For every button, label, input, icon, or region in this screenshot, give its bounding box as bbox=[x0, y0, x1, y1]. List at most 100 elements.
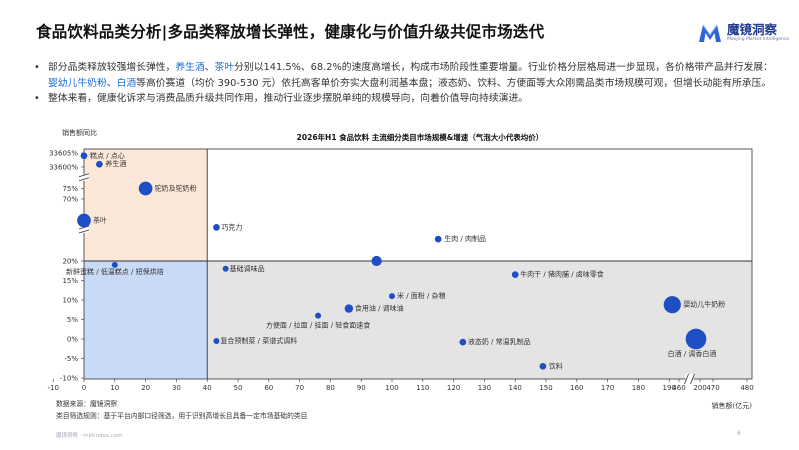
bullet-text: 整体来看，健康化诉求与消费品质升级共同作用，推动行业逐步摆脱单纯的规模导向，向着… bbox=[48, 93, 529, 104]
bubble-point bbox=[315, 312, 322, 319]
x-tick-label: 120 bbox=[447, 384, 460, 392]
y-axis-label: 销售额同比 bbox=[62, 128, 97, 137]
page-number: 6 bbox=[737, 430, 741, 437]
x-break-mark bbox=[684, 373, 689, 385]
highlight-text: 茶叶 bbox=[214, 62, 235, 73]
bubble-label: 基础调味品 bbox=[230, 264, 265, 273]
bubble-label: 米 / 面粉 / 杂粮 bbox=[397, 291, 446, 300]
y-tick-label: 15% bbox=[62, 277, 78, 285]
bubble-point bbox=[539, 362, 547, 370]
x-tick-label: -10 bbox=[47, 384, 58, 392]
y-tick-label: 0% bbox=[67, 336, 78, 344]
y-tick-label: 70% bbox=[62, 196, 78, 204]
bubble-point bbox=[77, 213, 91, 228]
brand-logo: 魔镜洞察 Moojing Market Intelligence bbox=[697, 22, 789, 44]
plot-frame bbox=[83, 148, 753, 380]
bubble-point bbox=[213, 337, 220, 344]
bubble-point bbox=[371, 255, 382, 267]
x-tick-label: 30 bbox=[172, 384, 181, 392]
bubble-point bbox=[222, 265, 229, 272]
y-break-mark bbox=[78, 229, 90, 234]
y-tick-label: -10% bbox=[60, 375, 78, 383]
x-tick-label: 90 bbox=[357, 384, 366, 392]
bubble-point bbox=[96, 160, 103, 168]
x-tick-label: 100 bbox=[385, 384, 398, 392]
x-tick-label: 140 bbox=[509, 384, 522, 392]
bubble-point bbox=[80, 152, 88, 160]
bubble-point bbox=[511, 271, 519, 278]
bubble-point bbox=[138, 181, 153, 196]
x-tick-label: 180 bbox=[632, 384, 645, 392]
y-break-mark bbox=[78, 177, 90, 182]
data-source: 数据来源：魔镜洞察 bbox=[56, 400, 118, 408]
x-break-mark bbox=[690, 373, 695, 385]
x-tick-label: 170 bbox=[601, 384, 614, 392]
y-tick-label: 20% bbox=[62, 258, 78, 266]
bubble-label: 饮料 bbox=[549, 361, 563, 370]
x-tick-label: 150 bbox=[539, 384, 552, 392]
bullet-text: 等高价赛道（均价 390-530 元）依托高客单价夯实大盘利润基本盘；液态奶、饮… bbox=[136, 77, 772, 89]
x-axis-label: 销售额(亿元) bbox=[712, 401, 753, 410]
bullet-text: 部分品类释放较强增长弹性， bbox=[48, 62, 176, 73]
y-tick-label: 10% bbox=[62, 297, 78, 305]
bubble-label: 生肉 / 肉制品 bbox=[444, 234, 486, 243]
x-tick-label: 50 bbox=[234, 384, 243, 392]
bubble-label: 驼奶及驼奶粉 bbox=[155, 184, 197, 193]
x-break-gap bbox=[685, 374, 694, 384]
bullet-2: 整体来看，健康化诉求与消费品质升级共同作用，推动行业逐步摆脱单纯的规模导向，向着… bbox=[16, 91, 776, 107]
bubble-point bbox=[434, 235, 442, 243]
y-tick-label: -5% bbox=[64, 355, 78, 363]
bullet-1: 部分品类释放较强增长弹性，养生酒、茶叶分别以141.5%、68.2%的速度高增长… bbox=[16, 60, 776, 91]
bubble-label: 糕点 / 点心 bbox=[90, 151, 125, 160]
x-tick-label: 480 bbox=[740, 384, 753, 392]
x-tick-label: 110 bbox=[416, 384, 429, 392]
bubble-point bbox=[111, 261, 118, 268]
bubble-point bbox=[389, 293, 395, 300]
bubble-point bbox=[344, 304, 354, 313]
y-tick-label: 5% bbox=[67, 316, 78, 324]
y-tick-label: 33605% bbox=[49, 150, 78, 158]
x-tick-label: 130 bbox=[478, 384, 491, 392]
bubble-label: 复合预制菜 / 菜谱式调料 bbox=[220, 336, 297, 345]
y-tick-label: 33600% bbox=[49, 164, 78, 172]
brand-name: 魔镜洞察 bbox=[727, 21, 778, 37]
bubble-label: 新鲜蛋糕 / 低温糕点 / 短保烘焙 bbox=[66, 267, 164, 276]
page-title: 食品饮料品类分析|多品类释放增长弹性，健康化与价值升级共促市场迭代 bbox=[36, 23, 545, 41]
y-break-gap bbox=[79, 174, 89, 181]
y-break-mark bbox=[78, 225, 90, 230]
bubble-label: 白酒 / 调香白酒 bbox=[668, 349, 717, 358]
y-break-gap bbox=[79, 227, 89, 233]
y-break-mark bbox=[78, 173, 90, 178]
bubble-label: 婴幼儿牛奶粉 bbox=[683, 300, 725, 309]
bubble-point bbox=[213, 224, 220, 231]
bubble-label: 茶叶 bbox=[93, 216, 107, 225]
quadrant-bottom-left bbox=[84, 261, 208, 379]
highlight-text: 白酒 bbox=[116, 77, 137, 89]
quadrant-bottom-right bbox=[207, 261, 752, 379]
x-tick-label: 460 bbox=[672, 384, 685, 392]
x-tick-label: 200 bbox=[693, 384, 706, 392]
x-tick-label: 160 bbox=[570, 384, 583, 392]
x-tick-label: 0 bbox=[82, 384, 86, 392]
x-tick-label: 10 bbox=[110, 384, 119, 392]
bullet-text: 、 bbox=[106, 77, 117, 89]
x-tick-label: 80 bbox=[326, 384, 335, 392]
watermark: 魔镜洞察 · mktindex.com bbox=[56, 433, 123, 439]
scatter-chart: 2026年H1 食品饮料 主流细分类目市场规模&增速（气泡大小代表均价） 销售额… bbox=[47, 128, 753, 410]
quadrant-top-left bbox=[84, 149, 208, 261]
x-tick-label: 470 bbox=[706, 384, 719, 392]
bubble-label: 养生酒 bbox=[105, 159, 126, 168]
bubble-label: 巧克力 bbox=[221, 222, 242, 231]
bubble-point bbox=[685, 328, 707, 350]
x-tick-label: 40 bbox=[203, 384, 212, 392]
bullet-text: 、 bbox=[204, 62, 215, 73]
chart-title: 2026年H1 食品饮料 主流细分类目市场规模&增速（气泡大小代表均价） bbox=[297, 132, 544, 142]
brand-name-en: Moojing Market Intelligence bbox=[727, 37, 790, 42]
filter-rule: 类目筛选规则：基于平台内部口径筛选，用于识别高增长且具备一定市场基础的类目 bbox=[56, 412, 308, 420]
bubble-point bbox=[663, 296, 681, 314]
bubble-label: 牛肉干 / 猪肉脯 / 卤味零食 bbox=[520, 270, 604, 279]
bubble-label: 方便面 / 拉面 / 挂面 / 轻食面速食 bbox=[266, 321, 370, 330]
x-tick-label: 70 bbox=[295, 384, 304, 392]
brand-logo-icon bbox=[699, 24, 721, 42]
bubble-label: 食用油 / 调味油 bbox=[355, 304, 404, 313]
